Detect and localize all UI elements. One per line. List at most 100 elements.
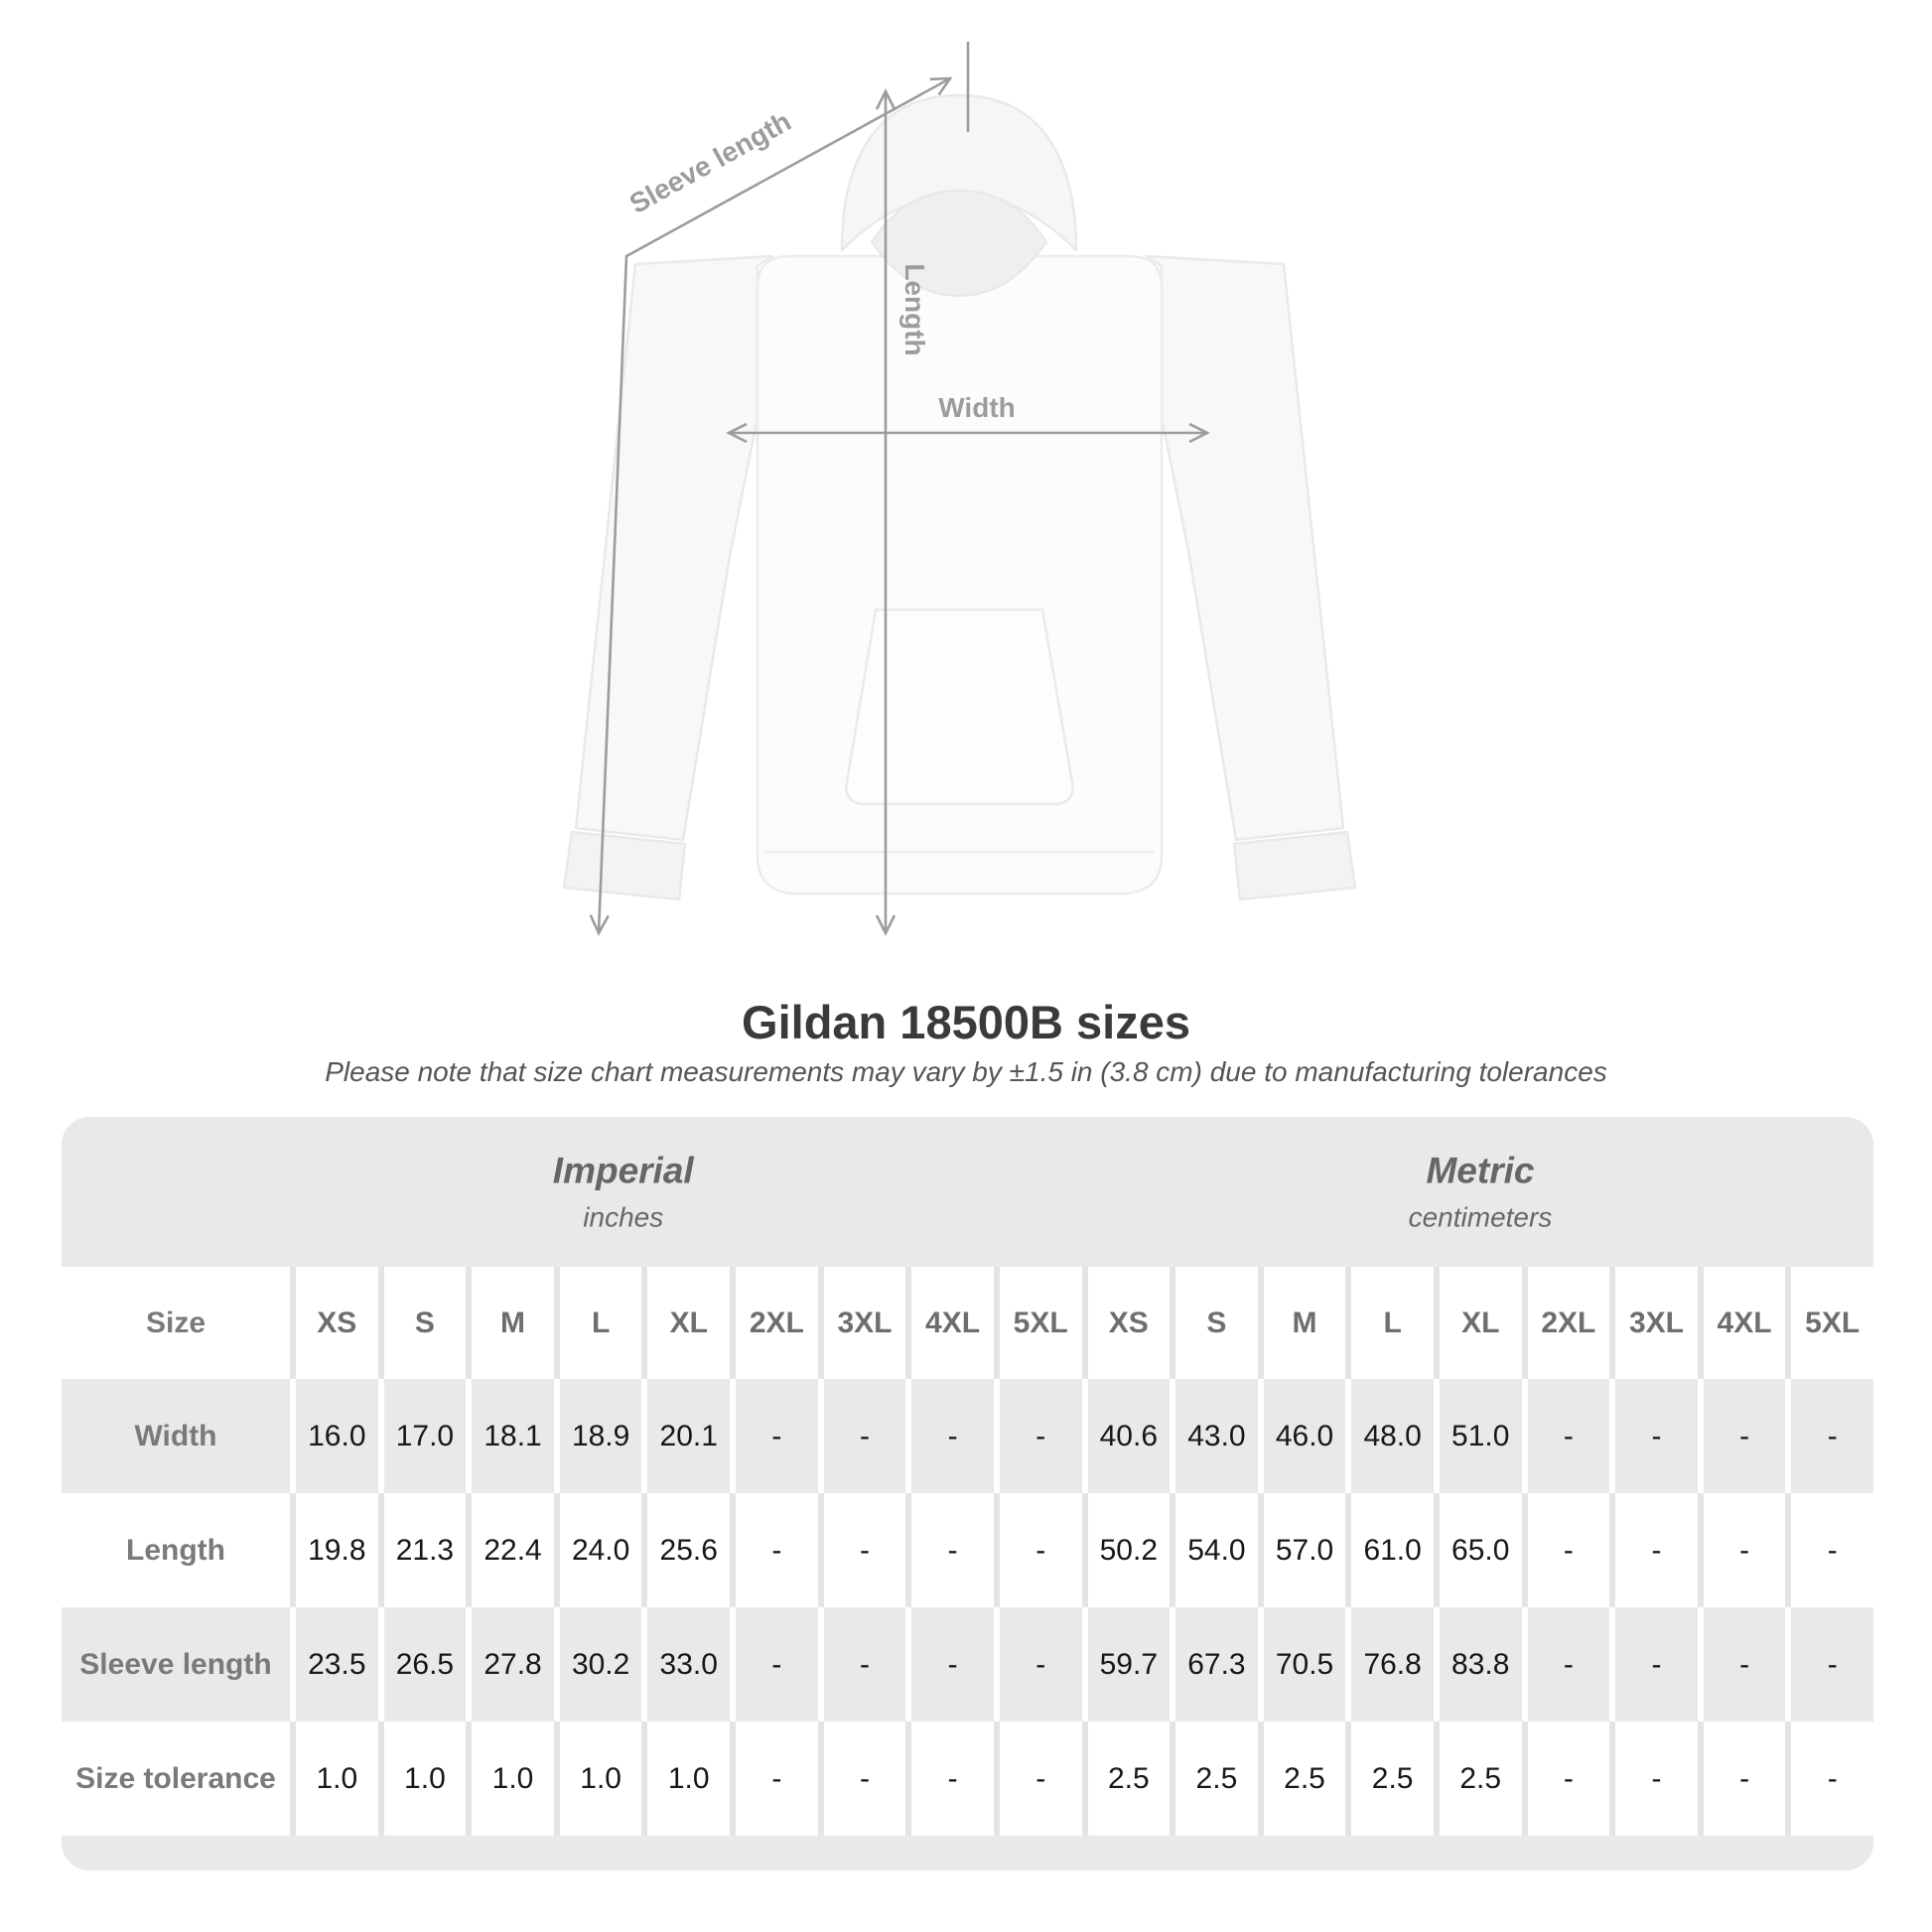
value-cell: 26.5	[377, 1607, 467, 1722]
value-cell: 46.0	[1257, 1379, 1346, 1493]
size-header-xs: XS	[290, 1267, 378, 1379]
value-cell: 76.8	[1345, 1607, 1434, 1722]
value-cell: -	[1609, 1379, 1698, 1493]
value-cell: 18.1	[466, 1379, 554, 1493]
value-cell: 1.0	[466, 1722, 554, 1836]
size-header-2xl: 2XL	[730, 1267, 818, 1379]
value-cell: 50.2	[1081, 1493, 1171, 1607]
size-header-m: M	[1257, 1267, 1346, 1379]
value-cell: 1.0	[377, 1722, 467, 1836]
size-header-5xl: 5XL	[993, 1267, 1082, 1379]
size-header-xl: XL	[641, 1267, 731, 1379]
value-cell: 17.0	[377, 1379, 467, 1493]
value-cell: -	[905, 1607, 994, 1722]
table-body: Width 16.0 17.0 18.1 18.9 20.1- - - -40.6 43.0 46.…	[62, 1379, 1873, 1836]
value-cell: -	[1609, 1493, 1698, 1607]
metric-unit: centimeters	[1408, 1201, 1553, 1233]
size-header-3xl: 3XL	[817, 1267, 906, 1379]
row-label: Width	[62, 1379, 290, 1493]
size-header-4xl: 4XL	[1697, 1267, 1786, 1379]
imperial-unit: inches	[583, 1201, 664, 1233]
sleeve-length-label: Sleeve length	[624, 105, 796, 219]
hoodie-silhouette	[562, 93, 1357, 901]
value-cell: -	[905, 1379, 994, 1493]
size-header-5xl: 5XL	[1785, 1267, 1873, 1379]
value-cell: -	[730, 1379, 818, 1493]
table-footer	[62, 1836, 1873, 1870]
value-cell: 1.0	[553, 1722, 642, 1836]
value-cell: 70.5	[1257, 1607, 1346, 1722]
size-header-4xl: 4XL	[905, 1267, 994, 1379]
value-cell: -	[905, 1493, 994, 1607]
value-cell: -	[1521, 1379, 1610, 1493]
value-cell: -	[1697, 1493, 1786, 1607]
value-cell: -	[1521, 1722, 1610, 1836]
value-cell: 27.8	[466, 1607, 554, 1722]
value-cell: 2.5	[1081, 1722, 1171, 1836]
size-header-2xl: 2XL	[1521, 1267, 1610, 1379]
size-header-l: L	[553, 1267, 642, 1379]
value-cell: -	[817, 1379, 906, 1493]
value-cell: 54.0	[1170, 1493, 1258, 1607]
value-cell: 57.0	[1257, 1493, 1346, 1607]
value-cell: 40.6	[1081, 1379, 1171, 1493]
size-table: Imperial inches Metric centimeters Size …	[62, 1117, 1873, 1870]
imperial-header: Imperial inches	[553, 1150, 694, 1234]
value-cell: 22.4	[466, 1493, 554, 1607]
table-row: Sleeve length 23.5 26.5 27.8 30.2 33.0- - - -59.…	[62, 1607, 1873, 1722]
value-cell: 1.0	[641, 1722, 731, 1836]
size-header-s: S	[377, 1267, 467, 1379]
value-cell: -	[817, 1722, 906, 1836]
size-header-l: L	[1345, 1267, 1434, 1379]
hoodie-left-cuff	[562, 830, 687, 901]
size-header-xl: XL	[1433, 1267, 1522, 1379]
imperial-title: Imperial	[552, 1150, 694, 1191]
value-cell: 2.5	[1345, 1722, 1434, 1836]
value-cell: 16.0	[290, 1379, 378, 1493]
table-row: Length 19.8 21.3 22.4 24.0 25.6- - - -50.2 54.0 57…	[62, 1493, 1873, 1607]
hoodie-right-cuff	[1232, 830, 1357, 901]
value-cell: -	[1609, 1607, 1698, 1722]
value-cell: -	[905, 1722, 994, 1836]
table-row: Width 16.0 17.0 18.1 18.9 20.1- - - -40.6 43.0 46.…	[62, 1379, 1873, 1493]
size-header-row: Size XS S M L XL 2XL 3XL 4XL 5XL XS S M L XL 2XL 3XL 4XL…	[62, 1267, 1873, 1379]
value-cell: -	[1521, 1493, 1610, 1607]
row-label: Length	[62, 1493, 290, 1607]
value-cell: -	[1521, 1607, 1610, 1722]
value-cell: 51.0	[1433, 1379, 1522, 1493]
value-cell: 33.0	[641, 1607, 731, 1722]
row-label: Size tolerance	[62, 1722, 290, 1836]
value-cell: 61.0	[1345, 1493, 1434, 1607]
length-label: Length	[899, 263, 930, 355]
value-cell: 23.5	[290, 1607, 378, 1722]
size-header-xs: XS	[1081, 1267, 1171, 1379]
value-cell: -	[817, 1607, 906, 1722]
value-cell: -	[1785, 1379, 1873, 1493]
value-cell: -	[730, 1493, 818, 1607]
value-cell: 2.5	[1433, 1722, 1522, 1836]
tolerance-note: Please note that size chart measurements…	[325, 1056, 1607, 1087]
value-cell: 2.5	[1170, 1722, 1258, 1836]
value-cell: -	[1785, 1493, 1873, 1607]
value-cell: 18.9	[553, 1379, 642, 1493]
page-title: Gildan 18500B sizes	[742, 996, 1190, 1048]
sleeve-length-arrow	[589, 76, 953, 936]
row-label: Sleeve length	[62, 1607, 290, 1722]
metric-header: Metric centimeters	[1409, 1150, 1553, 1234]
value-cell: -	[1697, 1722, 1786, 1836]
value-cell: 25.6	[641, 1493, 731, 1607]
table-row: Size tolerance 1.0 1.0 1.0 1.0 1.0- - - -2.5 2.5 2…	[62, 1722, 1873, 1836]
value-cell: 83.8	[1433, 1607, 1522, 1722]
size-header-m: M	[466, 1267, 554, 1379]
unit-header-band: Imperial inches Metric centimeters	[62, 1117, 1873, 1267]
value-cell: 30.2	[553, 1607, 642, 1722]
width-label: Width	[938, 392, 1016, 423]
value-cell: 1.0	[290, 1722, 378, 1836]
size-column-header: Size	[62, 1267, 290, 1379]
value-cell: -	[1609, 1722, 1698, 1836]
metric-title: Metric	[1426, 1150, 1535, 1191]
hoodie-right-sleeve	[1145, 254, 1345, 842]
value-cell: 43.0	[1170, 1379, 1258, 1493]
value-cell: -	[993, 1493, 1082, 1607]
value-cell: -	[993, 1607, 1082, 1722]
